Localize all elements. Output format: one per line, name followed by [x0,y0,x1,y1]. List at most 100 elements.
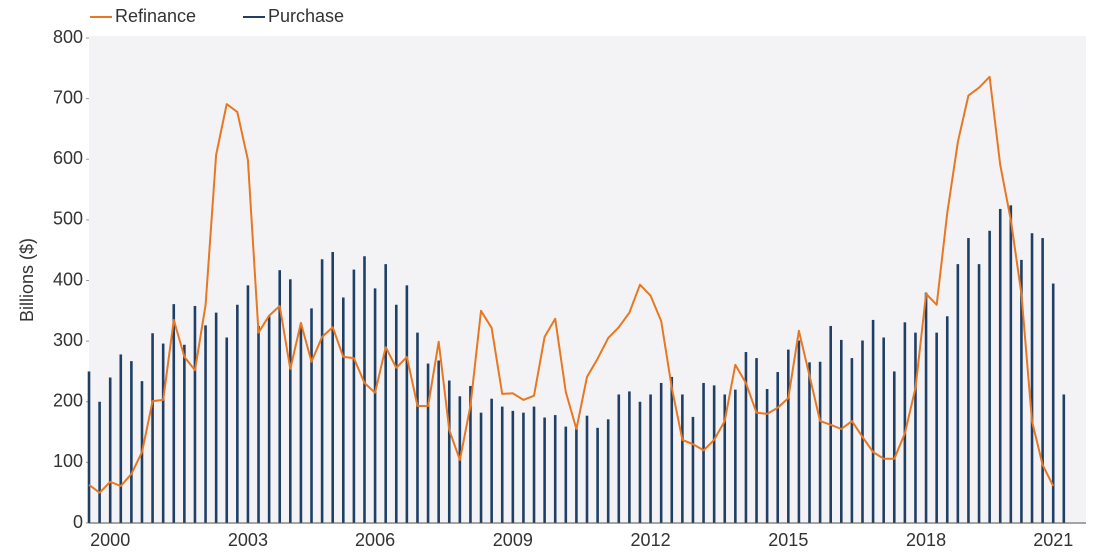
bar [818,361,822,523]
bar [670,376,674,523]
y-tick-label: 700 [53,87,83,107]
bar [638,401,642,523]
bar [119,354,123,523]
bar [628,391,631,523]
bar [108,377,112,523]
y-tick-label: 600 [53,148,83,168]
bar [681,394,684,523]
bar [776,372,780,523]
bar [553,415,557,523]
bar [172,304,176,523]
bar [225,337,229,523]
bar [236,304,239,523]
bar [1020,259,1023,523]
legend-label: Purchase [268,6,344,26]
bar [744,352,748,523]
bar [437,360,440,523]
bar [204,325,207,523]
bar [130,361,133,523]
bar [1041,238,1044,523]
bar [479,412,483,523]
y-axis-label: Billions ($) [17,238,37,322]
x-tick-label: 2003 [228,530,268,550]
y-tick-label: 300 [53,330,83,350]
x-tick-label: 2018 [906,530,946,550]
bar [945,316,949,523]
bar [861,340,864,523]
bar [543,417,546,523]
bar [373,288,377,523]
bar [734,389,737,523]
bar [914,332,917,523]
x-tick-label: 2006 [355,530,395,550]
bar [183,344,186,523]
bar [797,340,801,523]
bar [702,382,705,523]
bar [500,406,504,523]
bar [151,333,154,523]
bar [1062,394,1066,523]
x-tick-label: 2021 [1033,530,1073,550]
line [88,75,1055,494]
bar [712,385,716,523]
bar [596,427,599,523]
bar [257,325,260,523]
bar [405,285,409,523]
bar [564,426,568,523]
bar [267,316,271,523]
bar [967,238,970,523]
y-tick-label: 800 [53,27,83,47]
bar [575,428,578,523]
bar [691,416,695,523]
bar [882,337,885,523]
bar [98,401,101,523]
bar [649,394,652,523]
bar [511,410,515,523]
bar [469,385,472,523]
x-tick-label: 2012 [631,530,671,550]
bar [447,380,451,523]
y-tick-label: 100 [53,451,83,471]
bar [850,358,854,523]
bar [426,363,430,523]
bar [924,292,928,523]
bar [289,279,292,523]
bar [363,256,366,523]
bar [352,269,356,523]
bar [871,319,875,523]
bar [755,358,758,523]
bar [1030,233,1034,523]
bar [659,382,663,523]
y-tick-label: 400 [53,269,83,289]
bar [988,230,991,523]
x-tick-label: 2000 [90,530,130,550]
bar [299,324,303,523]
bar [606,419,610,523]
bar [214,312,218,523]
bar [935,332,938,523]
bar [903,322,907,523]
bar [384,264,387,523]
bar [246,285,250,523]
bar [532,406,536,523]
bar [161,343,165,523]
x-tick-label: 2009 [493,530,533,550]
y-tick-label: 200 [53,391,83,411]
bar [193,305,197,523]
x-tick-label: 2015 [768,530,808,550]
bar [585,415,589,523]
bar [765,389,769,523]
bar [1009,205,1013,523]
bar [998,208,1002,523]
bar [310,308,313,523]
bar [787,349,790,523]
bar [490,398,493,523]
bar [1051,283,1055,523]
bar [320,259,324,523]
bar [394,304,398,523]
bar [278,270,282,523]
bar [723,394,727,523]
bar [839,339,843,523]
bar [977,264,981,523]
